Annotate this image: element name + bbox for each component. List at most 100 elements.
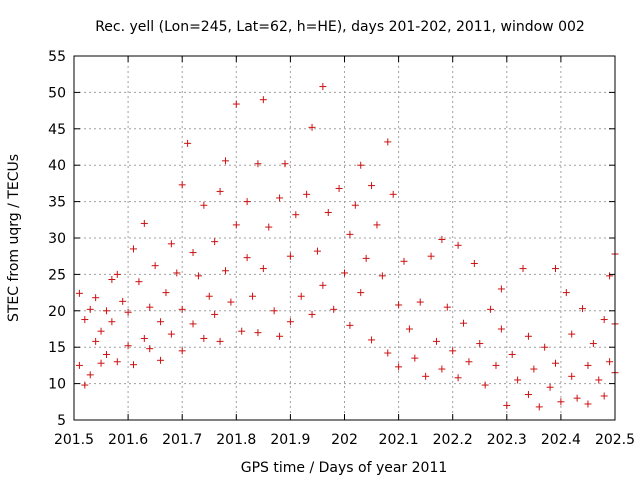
data-point bbox=[395, 363, 403, 371]
data-point bbox=[341, 269, 348, 277]
data-point bbox=[102, 307, 110, 315]
data-point bbox=[167, 240, 175, 248]
data-point bbox=[86, 305, 94, 313]
data-point bbox=[249, 292, 257, 300]
x-tick-label: 201.6 bbox=[108, 432, 148, 448]
data-point bbox=[389, 190, 397, 198]
data-point bbox=[216, 337, 224, 345]
data-point bbox=[259, 96, 267, 104]
data-point bbox=[221, 267, 229, 275]
data-point bbox=[438, 365, 446, 373]
data-point bbox=[384, 138, 392, 146]
data-point bbox=[173, 269, 181, 277]
data-point bbox=[113, 270, 121, 278]
data-point bbox=[357, 289, 365, 297]
data-point bbox=[400, 257, 408, 265]
axis-ticks: 201.5 201.6 201.7 201.8 201.9 202 202.1 202.2 20… bbox=[48, 49, 635, 448]
y-tick-label: 50 bbox=[48, 85, 66, 101]
data-point bbox=[200, 334, 208, 342]
data-point bbox=[568, 372, 576, 380]
data-point bbox=[81, 381, 89, 389]
data-point bbox=[497, 285, 505, 293]
data-point bbox=[97, 327, 105, 335]
data-point bbox=[205, 292, 213, 300]
data-point bbox=[346, 230, 354, 238]
chart-title: Rec. yell (Lon=245, Lat=62, h=HE), days … bbox=[95, 19, 585, 35]
data-point bbox=[281, 160, 289, 168]
data-point bbox=[606, 272, 614, 280]
data-point bbox=[276, 332, 284, 340]
data-point bbox=[151, 262, 159, 270]
data-point bbox=[146, 303, 154, 311]
data-point bbox=[562, 289, 570, 297]
data-point bbox=[211, 310, 219, 318]
data-point bbox=[189, 320, 197, 328]
data-point bbox=[324, 209, 332, 217]
data-point bbox=[600, 316, 608, 324]
data-point bbox=[438, 235, 446, 243]
data-point bbox=[75, 361, 83, 369]
data-point bbox=[194, 272, 202, 280]
data-point bbox=[606, 358, 614, 366]
y-tick-label: 20 bbox=[48, 304, 66, 320]
data-point bbox=[346, 321, 354, 329]
x-tick-label: 202 bbox=[331, 432, 358, 448]
data-point bbox=[541, 343, 549, 351]
data-point bbox=[454, 374, 462, 382]
data-point bbox=[573, 394, 581, 402]
data-point bbox=[108, 318, 116, 326]
data-point bbox=[378, 272, 386, 280]
data-point bbox=[276, 194, 284, 202]
y-axis-label: STEC from uqrg / TECUs bbox=[6, 154, 22, 322]
y-tick-label: 5 bbox=[57, 413, 66, 429]
data-point bbox=[373, 221, 381, 229]
data-point bbox=[600, 392, 608, 400]
data-point bbox=[232, 221, 240, 229]
data-point bbox=[551, 359, 559, 367]
data-point bbox=[460, 319, 468, 327]
data-point bbox=[584, 400, 592, 408]
y-tick-label: 35 bbox=[48, 195, 66, 211]
data-point bbox=[454, 241, 462, 249]
data-point bbox=[595, 376, 603, 384]
data-point bbox=[167, 330, 175, 338]
x-axis-label: GPS time / Days of year 2011 bbox=[241, 460, 448, 476]
data-point bbox=[584, 361, 592, 369]
y-tick-label: 15 bbox=[48, 340, 66, 356]
data-point bbox=[313, 247, 321, 255]
data-point bbox=[243, 198, 251, 206]
data-point bbox=[330, 305, 338, 313]
data-point bbox=[75, 289, 83, 297]
data-point bbox=[432, 337, 440, 345]
data-point bbox=[411, 354, 419, 362]
data-point bbox=[427, 252, 435, 260]
data-point bbox=[211, 238, 219, 246]
data-point bbox=[487, 305, 495, 313]
data-point bbox=[319, 83, 327, 91]
data-point bbox=[557, 398, 565, 406]
data-point bbox=[135, 278, 143, 286]
data-point bbox=[481, 381, 489, 389]
data-point bbox=[416, 298, 424, 306]
data-point bbox=[130, 361, 138, 369]
data-point bbox=[178, 181, 186, 189]
data-point bbox=[297, 292, 305, 300]
data-point bbox=[259, 265, 267, 273]
data-point bbox=[422, 372, 430, 380]
x-tick-label: 202.1 bbox=[379, 432, 419, 448]
data-point bbox=[405, 325, 413, 333]
data-point bbox=[140, 219, 148, 227]
data-point bbox=[124, 342, 132, 350]
data-point bbox=[357, 161, 365, 169]
data-point bbox=[286, 318, 294, 326]
data-point bbox=[254, 329, 262, 337]
data-point bbox=[395, 301, 403, 309]
x-tick-label: 202.4 bbox=[541, 432, 581, 448]
y-tick-label: 25 bbox=[48, 267, 66, 283]
data-point bbox=[351, 201, 359, 209]
x-tick-label: 202.5 bbox=[595, 432, 635, 448]
data-point bbox=[335, 184, 343, 192]
data-point bbox=[362, 254, 370, 262]
data-point bbox=[86, 371, 94, 379]
